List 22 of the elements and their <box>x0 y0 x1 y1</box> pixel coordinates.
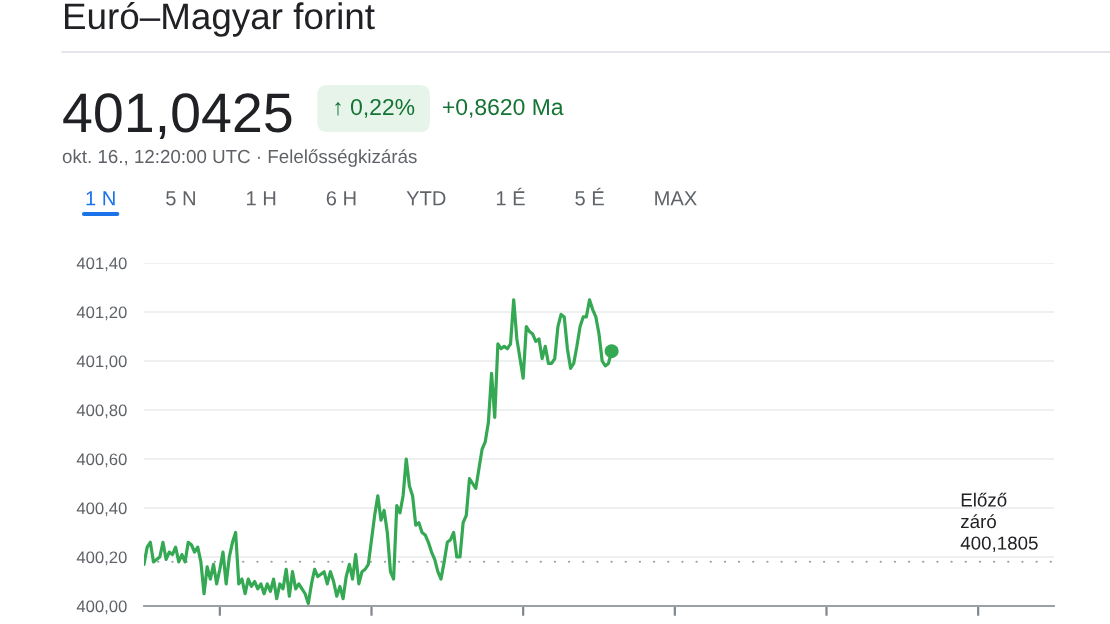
y-tick-label: 401,40 <box>76 257 127 272</box>
text: +0,8620 Ma <box>443 98 564 118</box>
text: YTD <box>406 191 446 206</box>
ref-line-label: Előző záró 400,1805 <box>960 492 1038 552</box>
text: 6 H <box>326 191 356 206</box>
chart-title: Euró–Magyar forint <box>65 1 375 37</box>
text: 5 É <box>575 187 604 206</box>
y-tick-label: 400,20 <box>76 551 127 566</box>
y-tick-label: 400,80 <box>76 404 127 419</box>
text: 401,0425 <box>63 93 292 140</box>
y-tick-label: 401,20 <box>76 306 127 321</box>
y-tick-label: 400,60 <box>76 453 127 468</box>
y-tick-label: 400,40 <box>76 502 127 517</box>
y-tick-label: 401,00 <box>76 355 127 370</box>
text: 1 N <box>86 191 115 206</box>
text: ↑ 0,22% <box>335 98 415 118</box>
y-tick-label: 400,00 <box>76 600 127 615</box>
text: 5 N <box>166 191 195 206</box>
chart-subtitle: okt. 16., 12:20:00 UTC · Felelősségkizárás <box>62 149 417 167</box>
text: 1 H <box>247 191 276 206</box>
text: 1 É <box>496 187 525 206</box>
text: MAX <box>655 191 697 206</box>
